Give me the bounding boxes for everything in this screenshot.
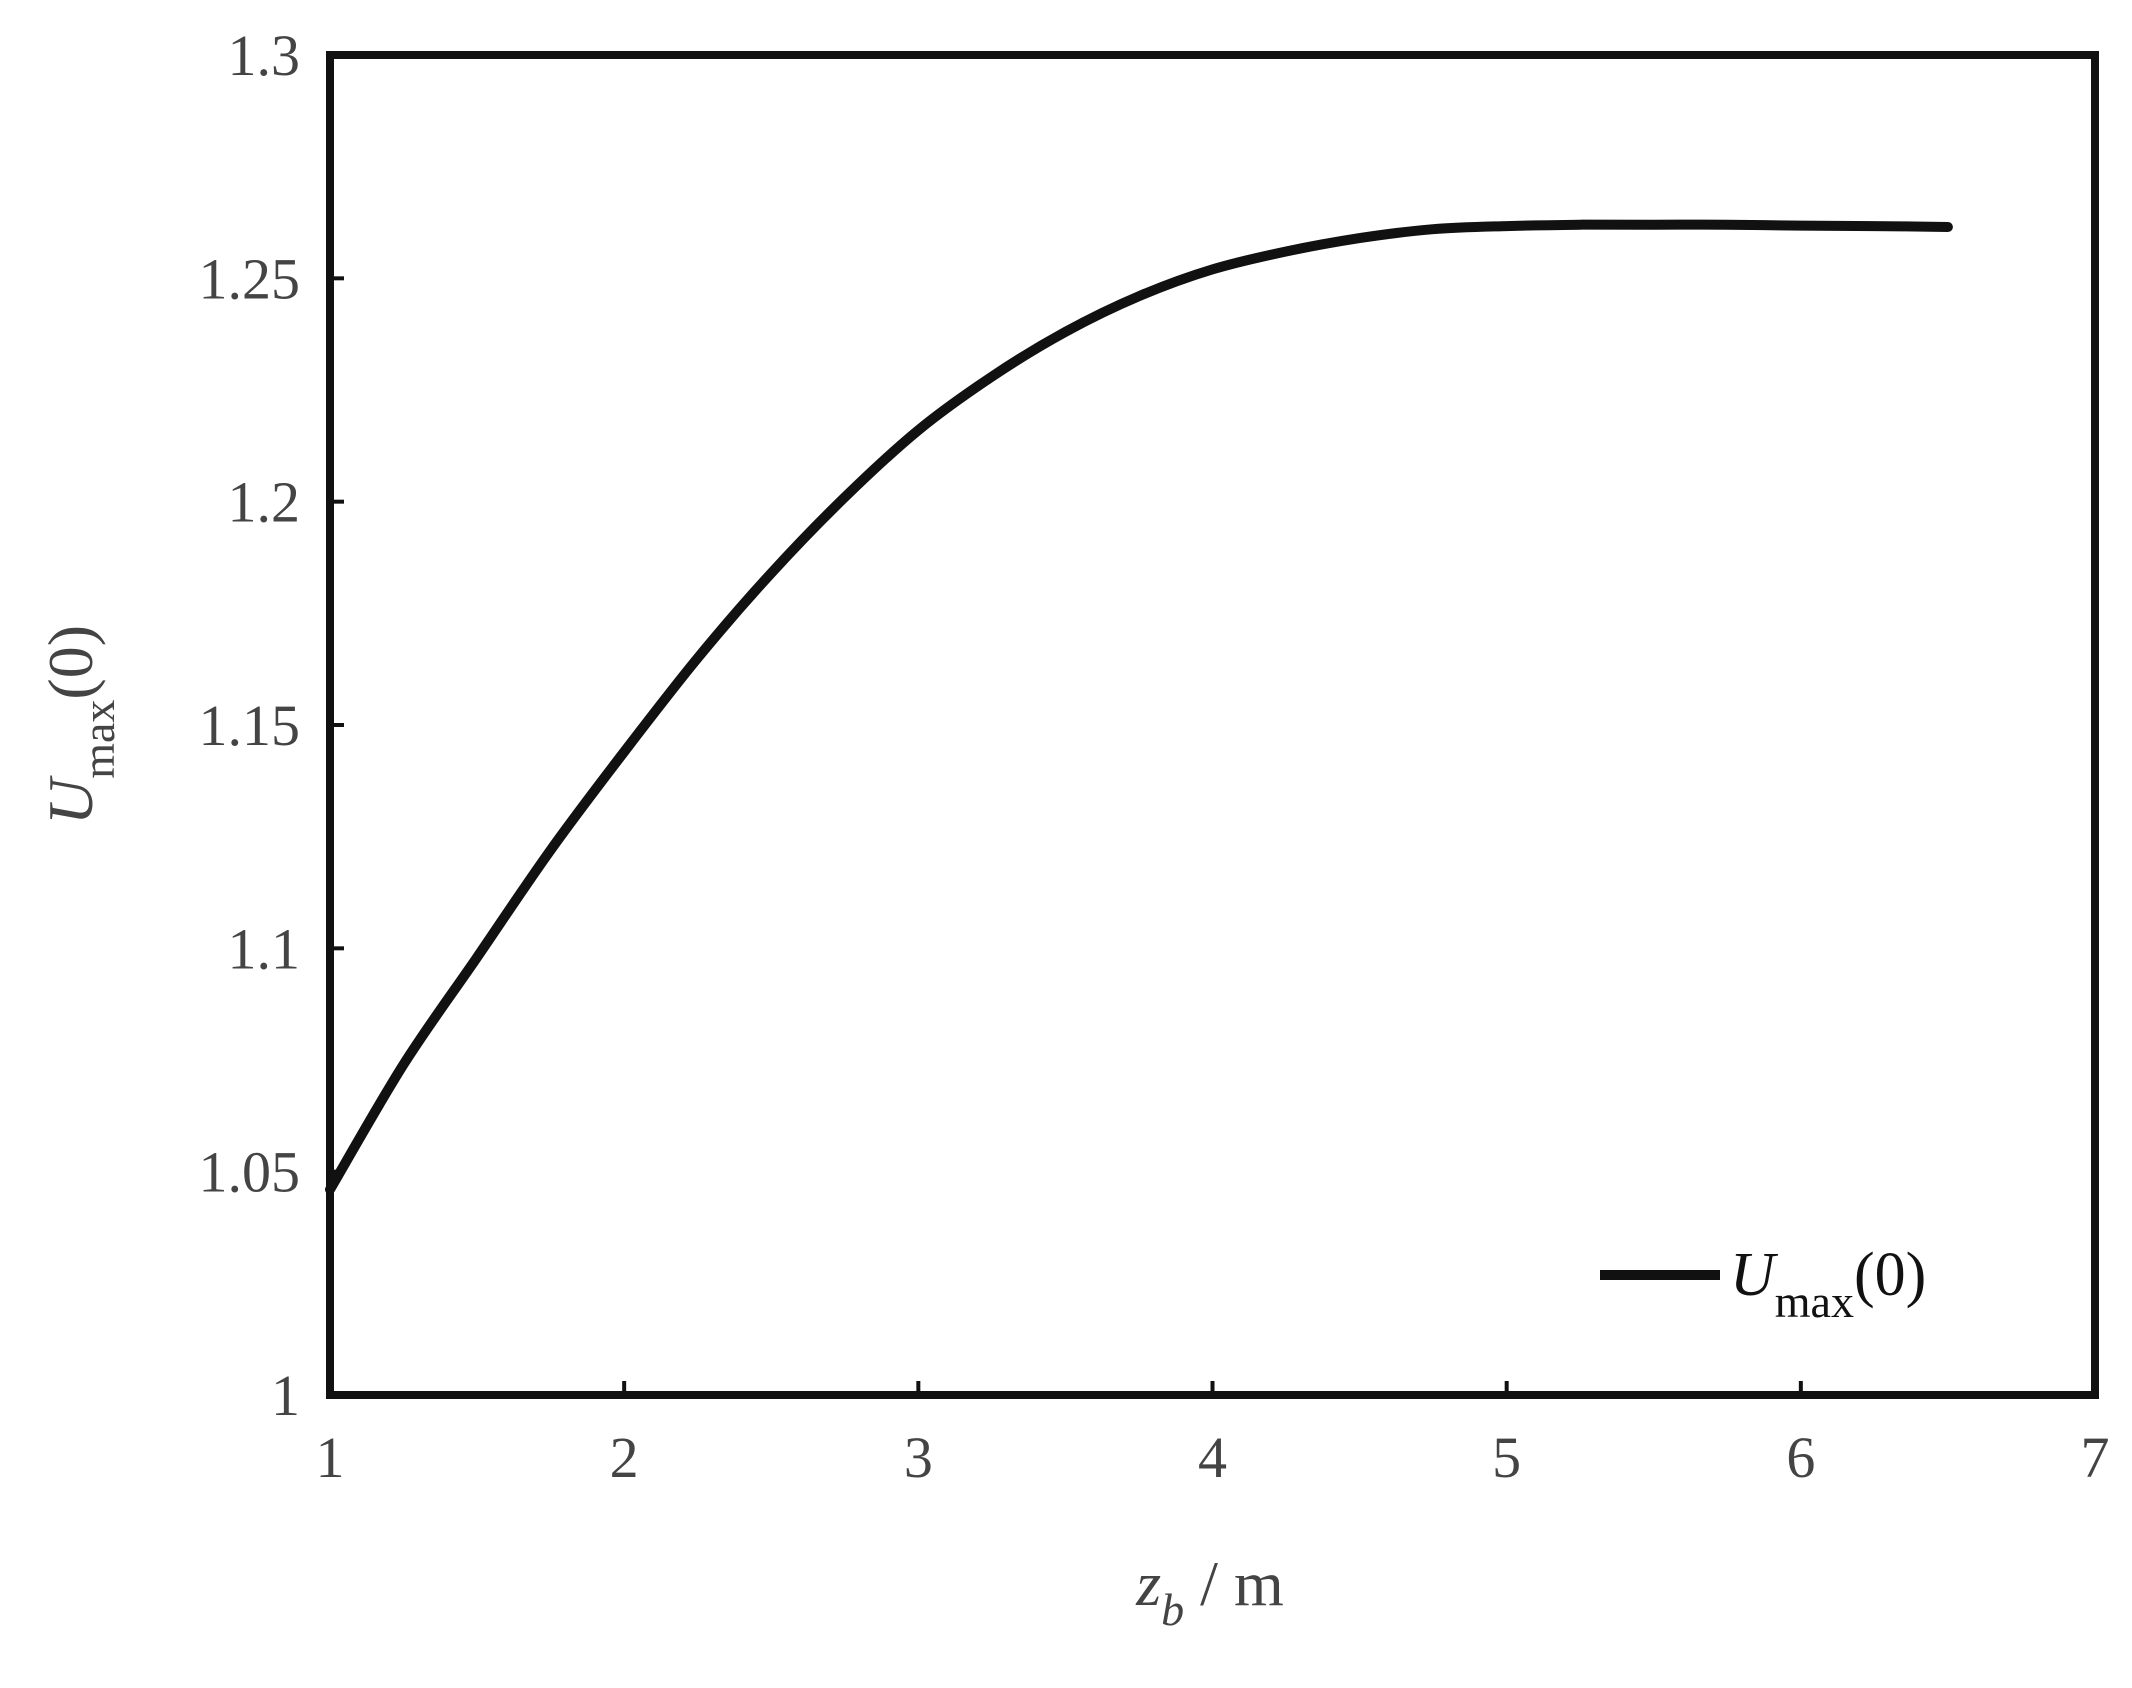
x-tick-label: 5 <box>1492 1425 1521 1490</box>
y-tick-label: 1.25 <box>199 246 301 311</box>
x-axis-label-var: z <box>1135 1548 1161 1619</box>
x-tick-label: 6 <box>1786 1425 1815 1490</box>
legend-label-var: U <box>1730 1241 1779 1309</box>
y-tick-label: 1.15 <box>199 693 301 758</box>
y-axis-label-var: U <box>35 775 106 825</box>
y-tick-label: 1.1 <box>228 916 301 981</box>
y-tick-label: 1.2 <box>228 470 301 535</box>
x-axis-label: zb / m <box>1135 1548 1283 1635</box>
y-tick-label: 1.05 <box>199 1140 301 1205</box>
x-tick-label: 4 <box>1198 1425 1227 1490</box>
x-axis-label-unit: / m <box>1184 1548 1284 1619</box>
x-tick-label: 1 <box>316 1425 345 1490</box>
series-line <box>325 219 1953 1195</box>
series-layer <box>325 219 1953 1195</box>
y-tick-label: 1 <box>271 1363 300 1428</box>
x-axis-ticks: 1 2 3 4 5 6 7 <box>316 1381 2110 1490</box>
plot-area-frame <box>326 51 2099 1399</box>
y-axis-label-arg: (0) <box>35 625 106 700</box>
x-axis-label-sub: b <box>1161 1584 1184 1635</box>
y-axis-label-sub: max <box>73 700 124 779</box>
legend-label: Umax(0) <box>1730 1241 1926 1327</box>
x-tick-label: 7 <box>2081 1425 2110 1490</box>
y-axis-label: Umax(0) <box>35 625 124 825</box>
y-tick-label: 1.3 <box>228 23 301 88</box>
x-tick-label: 3 <box>904 1425 933 1490</box>
y-axis-ticks: 1 1.05 1.1 1.15 1.2 1.25 1.3 <box>199 23 344 1428</box>
legend: Umax(0) <box>1600 1241 1926 1327</box>
legend-label-arg: (0) <box>1854 1241 1926 1309</box>
x-tick-label: 2 <box>610 1425 639 1490</box>
legend-label-sub: max <box>1775 1276 1854 1327</box>
